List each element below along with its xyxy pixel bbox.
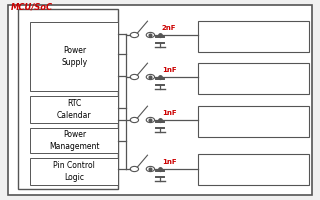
Text: MCU/SoC: MCU/SoC xyxy=(11,2,53,11)
Bar xyxy=(198,106,309,137)
Text: Pin Control
Logic: Pin Control Logic xyxy=(53,161,95,182)
Bar xyxy=(18,9,118,189)
Text: RTC
Calendar: RTC Calendar xyxy=(57,99,92,120)
Bar xyxy=(30,158,118,185)
Bar xyxy=(198,21,309,52)
Bar xyxy=(30,128,118,153)
Text: 1nF: 1nF xyxy=(162,159,177,165)
Bar xyxy=(198,63,309,94)
Text: Power
Supply: Power Supply xyxy=(61,46,87,67)
Text: 1nF: 1nF xyxy=(162,110,177,116)
Text: Power
Management: Power Management xyxy=(49,130,100,151)
Bar xyxy=(198,154,309,185)
Bar xyxy=(30,22,118,91)
Text: 2nF: 2nF xyxy=(162,25,176,31)
Bar xyxy=(30,96,118,123)
Text: 1nF: 1nF xyxy=(162,67,177,73)
